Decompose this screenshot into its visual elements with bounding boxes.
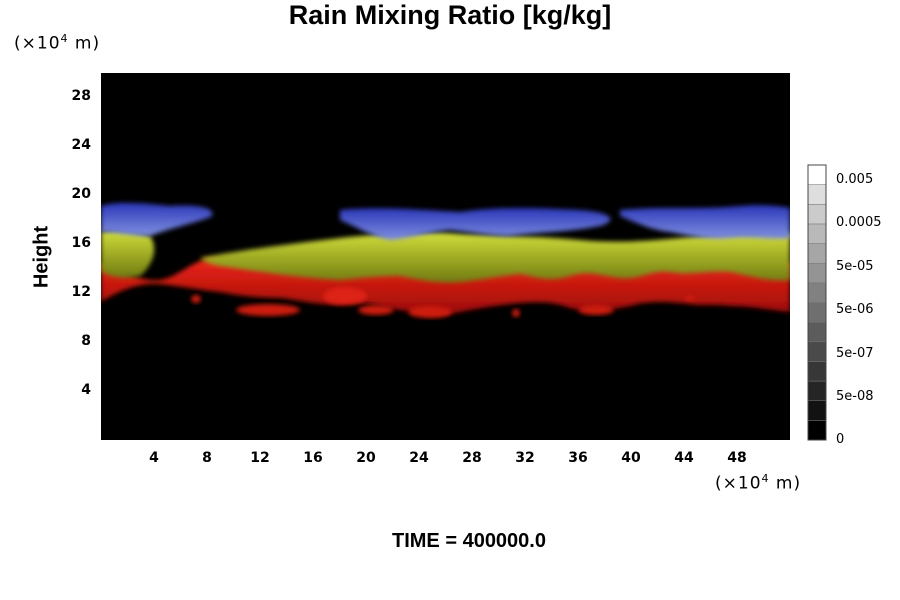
x-tick-label: 28 <box>462 450 482 466</box>
x-tick-label: 44 <box>674 450 694 466</box>
x-tick-label: 24 <box>409 450 429 466</box>
x-tick-label: 48 <box>727 450 747 466</box>
y-unit-label: (×104 m) <box>14 32 101 54</box>
colorbar-swatch <box>807 204 827 225</box>
x-tick-label: 40 <box>621 450 641 466</box>
red-blob <box>236 304 300 316</box>
colorbar-label: 5e-06 <box>836 302 874 317</box>
x-unit-label: (×104 m) <box>715 472 802 494</box>
colorbar-label: 0.005 <box>836 172 874 187</box>
x-tick-label: 36 <box>568 450 588 466</box>
blue-layer <box>101 202 213 236</box>
yellow-layer <box>101 229 155 278</box>
red-blob <box>408 306 452 318</box>
time-label: TIME = 400000.0 <box>392 530 546 552</box>
red-blob <box>358 305 394 315</box>
colorbar-label: 5e-08 <box>836 389 874 404</box>
colorbar-swatch <box>807 361 827 382</box>
colorbar-border <box>807 164 827 441</box>
colorbar-swatch <box>807 184 827 205</box>
y-tick-label: 16 <box>71 235 91 252</box>
colorbar-swatch <box>807 420 827 441</box>
colorbar-swatch <box>807 223 827 244</box>
yellow-layer <box>200 232 790 283</box>
colorbar <box>807 164 827 441</box>
y-tick-label: 24 <box>71 137 91 154</box>
y-tick-label: 20 <box>71 186 91 203</box>
colorbar-label: 5e-07 <box>836 346 874 361</box>
red-blob <box>578 305 614 315</box>
blue-layer <box>340 208 611 240</box>
colorbar-swatch <box>807 262 827 284</box>
rain-field <box>101 202 790 318</box>
colorbar-swatch <box>807 400 827 421</box>
y-tick-label: 28 <box>71 88 91 105</box>
colorbar-swatch <box>807 302 827 323</box>
colorbar-label: 5e-05 <box>836 259 874 274</box>
chart-title: Rain Mixing Ratio [kg/kg] <box>288 0 612 30</box>
x-tick-label: 32 <box>515 450 535 466</box>
y-tick-label: 4 <box>81 382 91 399</box>
colorbar-swatch <box>807 341 827 362</box>
red-blob <box>685 295 695 301</box>
x-tick-label: 12 <box>250 450 270 466</box>
red-blob <box>512 309 520 317</box>
colorbar-swatch <box>807 164 827 185</box>
colorbar-swatch <box>807 282 827 303</box>
x-tick-label: 4 <box>149 450 159 466</box>
colorbar-label: 0.0005 <box>836 215 882 230</box>
colorbar-label: 0 <box>836 432 845 447</box>
colorbar-swatch <box>807 321 827 343</box>
colorbar-swatch <box>807 380 827 401</box>
x-tick-label: 16 <box>303 450 323 466</box>
y-tick-label: 12 <box>71 284 91 301</box>
y-tick-label: 8 <box>81 333 91 350</box>
red-blob <box>191 295 201 303</box>
colorbar-swatch <box>807 243 827 264</box>
x-tick-label: 8 <box>202 450 212 466</box>
red-blob <box>323 287 367 305</box>
x-tick-label: 20 <box>356 450 376 466</box>
blue-layer <box>620 205 790 239</box>
